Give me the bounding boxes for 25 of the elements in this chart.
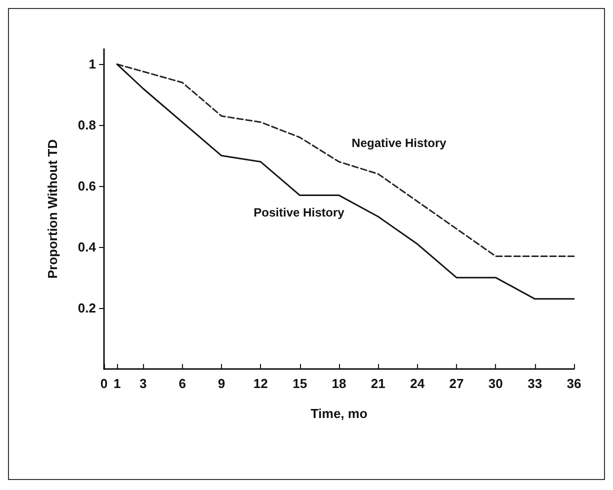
x-tick-label: 33: [528, 376, 542, 391]
x-tick-label: 6: [178, 376, 186, 391]
x-tick-label: 9: [218, 376, 226, 391]
x-tick-label: 1: [113, 376, 121, 391]
x-tick-label: 21: [370, 376, 386, 391]
y-axis-title: Proportion Without TD: [45, 139, 60, 279]
x-tick-label: 18: [332, 376, 346, 391]
line-series: [116, 63, 575, 257]
y-tick-label: 0.4: [78, 240, 97, 255]
y-tick-label: 1: [88, 56, 96, 72]
line-series: [116, 63, 575, 300]
x-tick-label: 3: [140, 376, 147, 391]
y-tick-label: 0.2: [78, 300, 96, 316]
x-tick-label: 12: [253, 376, 268, 391]
x-tick-label: 15: [292, 376, 308, 391]
x-tick-label: 27: [449, 376, 464, 391]
x-tick-label: 0: [100, 376, 108, 391]
series-label: Negative History: [352, 136, 447, 150]
series-label: Positive History: [254, 205, 345, 220]
x-tick-label: 30: [488, 376, 503, 391]
y-tick-label: 0.8: [78, 118, 96, 133]
y-tick-label: 0.6: [78, 178, 96, 194]
x-tick-label: 24: [410, 376, 426, 391]
x-axis-title: Time, mo: [310, 406, 368, 421]
x-tick-label: 36: [566, 376, 582, 391]
